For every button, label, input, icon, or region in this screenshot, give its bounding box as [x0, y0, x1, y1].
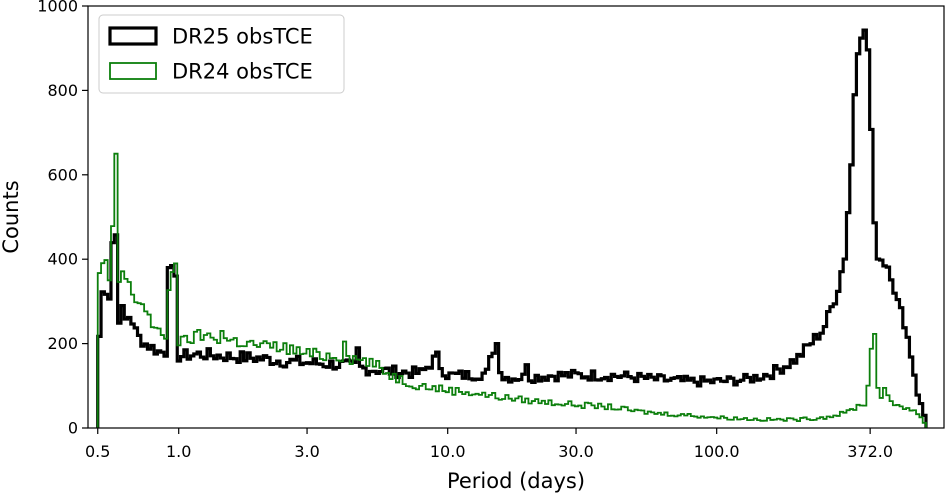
x-tick-label: 0.5: [85, 442, 110, 461]
legend-box: [98, 14, 345, 94]
y-axis-label: Counts: [0, 180, 23, 253]
x-tick-label: 30.0: [558, 442, 594, 461]
x-axis: 0.5 1.0 3.0 10.0 30.0 100.0 372.0: [85, 428, 893, 461]
legend: DR25 obsTCE DR24 obsTCE: [98, 14, 345, 94]
series-1-histogram: [96, 152, 927, 428]
plot-frame: [87, 5, 945, 429]
legend-swatch-1: [109, 62, 157, 80]
y-tick-label: 1000: [37, 0, 78, 16]
histogram-layer: [96, 28, 928, 428]
y-tick-label: 200: [47, 334, 78, 353]
y-tick-label: 600: [47, 165, 78, 184]
x-tick-label: 10.0: [430, 442, 466, 461]
x-tick-label: 3.0: [294, 442, 319, 461]
legend-label-1: DR24 obsTCE: [172, 60, 313, 84]
x-tick-label: 1.0: [166, 442, 191, 461]
y-tick-label: 0: [68, 419, 78, 438]
x-tick-label: 372.0: [847, 442, 893, 461]
legend-swatch-0: [108, 26, 158, 46]
x-axis-label: Period (days): [447, 469, 585, 493]
y-tick-label: 400: [47, 250, 78, 269]
legend-label-0: DR25 obsTCE: [172, 25, 313, 49]
series-0-histogram: [96, 28, 928, 428]
y-axis: 0 200 400 600 800 1000: [37, 0, 88, 438]
x-tick-label: 100.0: [694, 442, 740, 461]
y-tick-label: 800: [47, 81, 78, 100]
